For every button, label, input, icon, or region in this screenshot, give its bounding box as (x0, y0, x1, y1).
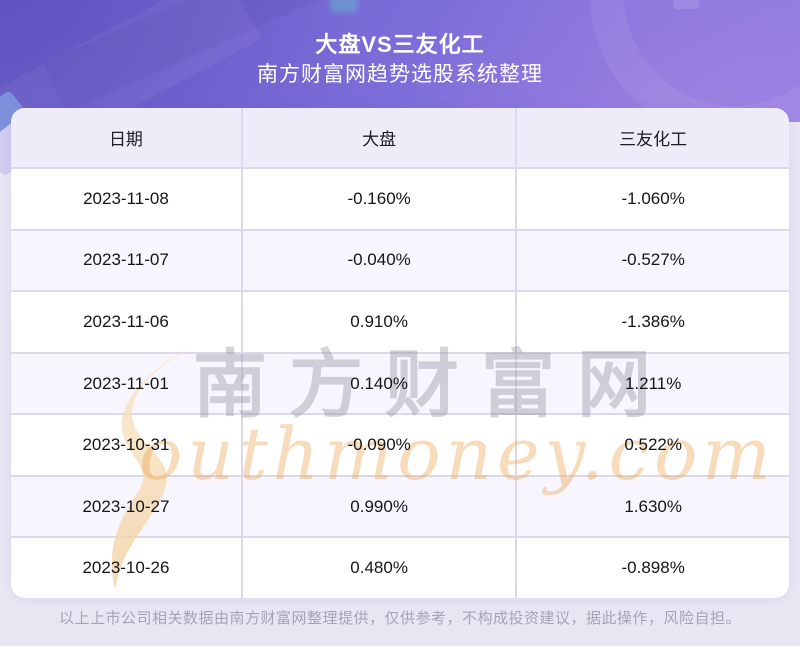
date-cell: 2023-10-26 (11, 538, 243, 598)
stock-change-cell: 1.630% (624, 496, 683, 516)
date-cell: 2023-11-06 (11, 292, 243, 352)
market-change-cell: -0.040% (243, 230, 518, 291)
market-change-cell: 0.480% (243, 538, 518, 598)
market-change-cell: 0.910% (243, 292, 518, 352)
column-header-date: 日期 (11, 108, 243, 167)
hero-teal-glow (330, 0, 358, 12)
column-header-stock: 三友化工 (619, 130, 688, 149)
stock-change-cell: -0.527% (621, 250, 685, 270)
page-title: 大盘VS三友化工 (315, 32, 485, 57)
table-row: 2023-11-01 0.140% 1.211% (11, 351, 789, 414)
market-change-cell: 0.140% (243, 353, 518, 414)
date-cell: 2023-11-07 (11, 230, 243, 291)
table-row: 2023-10-26 0.480% -0.898% (11, 536, 789, 598)
table-row: 2023-11-06 0.910% -1.386% (11, 290, 789, 352)
table-header-row: 日期 大盘 三友化工 (11, 108, 789, 167)
table-row: 2023-11-07 -0.040% -0.527% (11, 228, 789, 291)
date-cell: 2023-10-27 (11, 476, 243, 537)
table-row: 2023-10-27 0.990% 1.630% (11, 474, 789, 537)
stock-change-cell: 0.522% (624, 435, 683, 455)
data-table: 日期 大盘 三友化工 2023-11-08 -0.160% -1.060% 20… (11, 108, 789, 598)
disclaimer-text: 以上上市公司相关数据由南方财富网整理提供，仅供参考，不构成投资建议，据此操作，风… (58, 610, 741, 627)
market-change-cell: 0.990% (243, 476, 518, 537)
hero-banner: 大盘VS三友化工 南方财富网趋势选股系统整理 (0, 0, 800, 122)
stock-change-cell: -1.060% (621, 188, 685, 208)
table-body: 2023-11-08 -0.160% -1.060% 2023-11-07 -0… (11, 167, 789, 598)
table-row: 2023-11-08 -0.160% -1.060% (11, 167, 789, 229)
table-row: 2023-10-31 -0.090% 0.522% (11, 413, 789, 475)
column-header-market: 大盘 (243, 108, 518, 167)
stock-change-cell: 1.211% (624, 373, 682, 393)
stock-change-cell: -0.898% (621, 558, 685, 578)
page-subtitle: 南方财富网趋势选股系统整理 (257, 63, 543, 86)
stock-change-cell: -1.386% (621, 311, 685, 331)
market-change-cell: -0.160% (243, 169, 518, 229)
date-cell: 2023-11-08 (11, 169, 243, 229)
date-cell: 2023-11-01 (11, 353, 243, 414)
gauge-icon (590, 0, 800, 122)
date-cell: 2023-10-31 (11, 415, 243, 475)
market-change-cell: -0.090% (243, 415, 518, 475)
